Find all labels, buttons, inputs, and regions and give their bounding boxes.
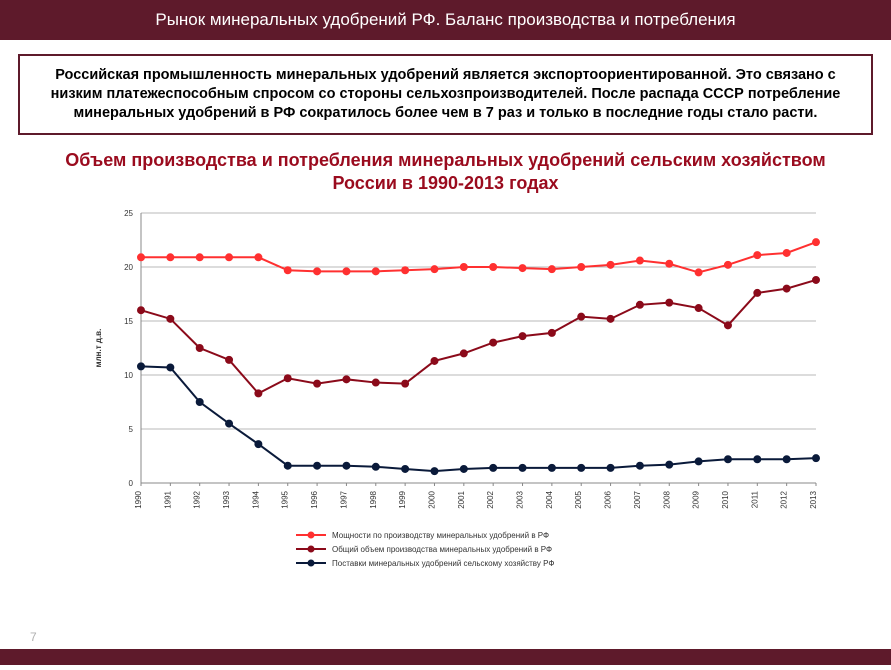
svg-text:Мощности по производству минер: Мощности по производству минеральных удо… (332, 531, 549, 540)
svg-text:25: 25 (124, 209, 133, 218)
svg-text:20: 20 (124, 263, 133, 272)
svg-text:2001: 2001 (456, 491, 465, 509)
svg-text:1990: 1990 (134, 491, 143, 509)
svg-text:1996: 1996 (310, 491, 319, 509)
svg-text:Поставки минеральных удобрений: Поставки минеральных удобрений сельскому… (332, 559, 554, 568)
subtitle-text: Объем производства и потребления минерал… (65, 150, 825, 193)
svg-text:2007: 2007 (632, 491, 641, 509)
header-title: Рынок минеральных удобрений РФ. Баланс п… (155, 10, 735, 29)
page-header: Рынок минеральных удобрений РФ. Баланс п… (0, 0, 891, 40)
svg-text:2004: 2004 (544, 491, 553, 509)
chart-title: Объем производства и потребления минерал… (40, 149, 851, 196)
svg-text:1992: 1992 (192, 491, 201, 509)
svg-text:2010: 2010 (720, 491, 729, 509)
svg-text:2000: 2000 (427, 491, 436, 509)
svg-text:1997: 1997 (339, 491, 348, 509)
page-number: 7 (30, 630, 37, 644)
svg-text:1991: 1991 (163, 491, 172, 509)
svg-text:2006: 2006 (603, 491, 612, 509)
svg-text:1998: 1998 (368, 491, 377, 509)
svg-text:1994: 1994 (251, 491, 260, 509)
svg-text:2012: 2012 (779, 491, 788, 509)
svg-text:2008: 2008 (662, 491, 671, 509)
svg-text:2002: 2002 (486, 491, 495, 509)
info-text: Российская промышленность минеральных уд… (51, 67, 841, 121)
svg-text:2009: 2009 (691, 491, 700, 509)
svg-text:10: 10 (124, 371, 133, 380)
line-chart: 0 5 10 15 20 25 млн.т д.в. 1990 1991 1992 1993 1994… (56, 203, 836, 583)
svg-text:1993: 1993 (222, 491, 231, 509)
svg-text:15: 15 (124, 317, 133, 326)
svg-text:1999: 1999 (398, 491, 407, 509)
svg-text:2003: 2003 (515, 491, 524, 509)
svg-text:0: 0 (128, 479, 133, 488)
footer-bar (0, 649, 891, 665)
svg-text:1995: 1995 (280, 491, 289, 509)
svg-text:5: 5 (128, 425, 133, 434)
svg-text:Общий объем производства минер: Общий объем производства минеральных удо… (332, 545, 552, 554)
svg-text:млн.т д.в.: млн.т д.в. (94, 329, 103, 368)
svg-text:2005: 2005 (574, 491, 583, 509)
svg-text:2013: 2013 (809, 491, 818, 509)
svg-text:2011: 2011 (750, 491, 759, 509)
chart-region: 0 5 10 15 20 25 млн.т д.в. 1990 1991 1992 1993 1994… (56, 203, 836, 583)
info-box: Российская промышленность минеральных уд… (18, 54, 873, 135)
